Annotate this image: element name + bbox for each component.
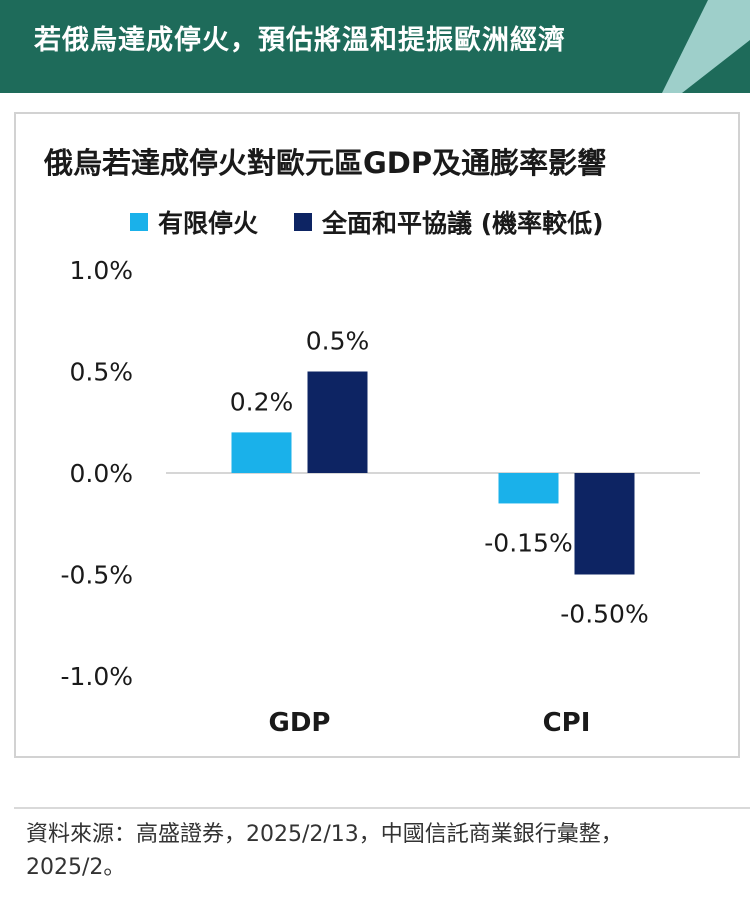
source-note: 資料來源：高盛證券，2025/2/13，中國信託商業銀行彙整，2025/2。 [26,822,623,880]
y-tick-label: 0.0% [69,459,133,488]
bar [307,371,368,473]
legend-item-limited-ceasefire: 有限停火 [130,204,258,240]
x-tick-label: GDP [269,708,331,738]
banner-background [0,0,750,93]
bar [231,432,292,473]
y-tick-label: -1.0% [60,662,133,691]
data-label: -0.15% [484,528,572,557]
bar [574,473,635,575]
data-label: 0.5% [306,327,370,356]
legend-label: 有限停火 [158,209,259,238]
chart-legend: 有限停火 全面和平協議 (機率較低) [130,204,640,240]
y-tick-label: 1.0% [69,256,133,285]
data-label: -0.50% [560,600,648,629]
legend-label: 全面和平協議 (機率較低) [322,209,604,238]
data-label: 0.2% [230,387,294,416]
legend-swatch [130,213,148,231]
bar [498,473,559,504]
y-tick-label: -0.5% [60,561,133,590]
legend-swatch [294,213,313,231]
legend-item-full-peace: 全面和平協議 (機率較低) [294,204,604,240]
x-tick-label: CPI [543,708,591,738]
footer-divider [14,807,750,809]
title-banner: 若俄烏達成停火，預估將溫和提振歐洲經濟 [0,0,750,93]
y-tick-label: 0.5% [69,358,133,387]
chart-title: 俄烏若達成停火對歐元區GDP及通膨率影響 [44,146,607,180]
banner-title: 若俄烏達成停火，預估將溫和提振歐洲經濟 [34,25,566,56]
